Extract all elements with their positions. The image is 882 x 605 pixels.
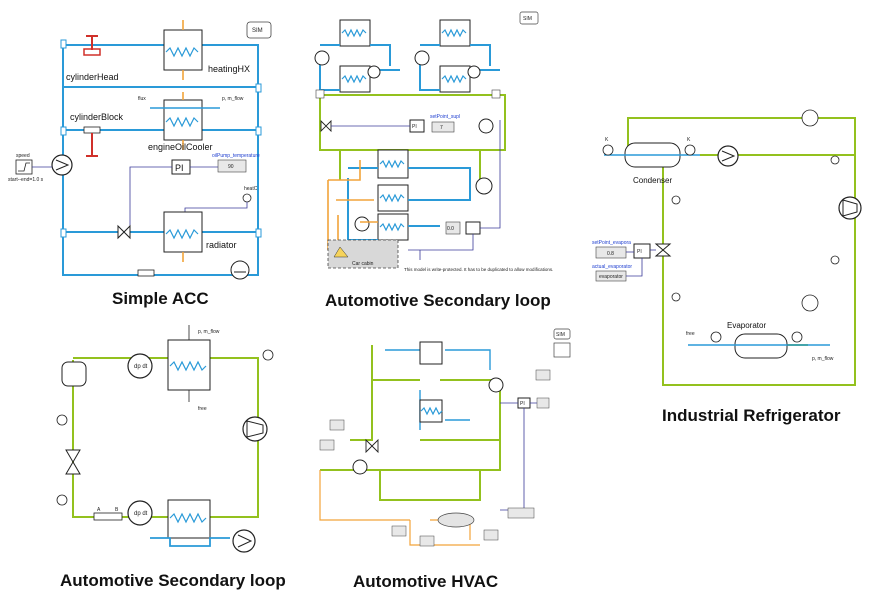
oil-temp-value: 90 [228, 164, 234, 170]
car-cabin-label: Car cabin [352, 261, 374, 267]
heat-exchanger-bottom[interactable] [167, 499, 211, 539]
setpoint-value-refrigerator: 0.8 [607, 251, 614, 257]
caption-industrial-refrigerator: Industrial Refrigerator [662, 406, 841, 425]
panel-secondary-loop-bottom: dp dt dp dt p, m_flow free A B Automotiv… [56, 325, 286, 590]
condenser-label: Condenser [633, 176, 672, 185]
k-label-1: K [605, 137, 609, 143]
pi-controller-secondary-2[interactable] [465, 221, 481, 235]
p-m-flow-bottom: p, m_flow [198, 329, 220, 335]
a-label: A [97, 507, 101, 513]
pi-label-hvac: PI [520, 401, 525, 407]
dp-dt-sensor-top[interactable] [127, 353, 153, 379]
actual-value-refrigerator: evaporator [599, 274, 623, 280]
k-label-2: K [687, 137, 691, 143]
cylinder-head-label: cylinderHead [66, 72, 119, 82]
dp-dt-sensor-bottom[interactable] [127, 500, 153, 526]
free-label-refrigerator: free [686, 331, 695, 337]
dp-dt-label-top: dp dt [134, 364, 148, 370]
p-m-flow-refrigerator: p, m_flow [812, 356, 834, 362]
start-end-label: start--end=1.0 s [8, 177, 44, 183]
value-0-label: 0.0 [447, 226, 454, 232]
caption-simple-acc: Simple ACC [112, 289, 209, 308]
car-cabin-hvac[interactable] [437, 512, 475, 528]
setpoint-secondary-label: setPoint_supl [430, 114, 460, 120]
value-7-label: 7 [440, 125, 443, 131]
caption-secondary-loop-top: Automotive Secondary loop [325, 291, 551, 310]
speed-label: speed [16, 153, 30, 159]
actual-refrigerator-label: actual_evaporator [592, 264, 632, 270]
free-label-bottom: free [198, 406, 207, 412]
pi-label-secondary: PI [412, 124, 417, 130]
evaporator-block[interactable] [734, 333, 788, 359]
panel-simple-acc: cylinderHead heatingHX SIM cylinderBlock… [8, 20, 272, 308]
caption-secondary-loop-bottom: Automotive Secondary loop [60, 571, 286, 590]
dp-dt-label-bottom: dp dt [134, 511, 148, 517]
panel-industrial-refrigerator: Condenser K K PI 0.8 setPoint_evapora ev… [592, 109, 862, 425]
sim-badge-secondary-top-text: SIM [523, 16, 532, 22]
compressor-bottom[interactable] [242, 416, 268, 442]
caption-automotive-hvac: Automotive HVAC [353, 572, 498, 591]
sim-badge-hvac[interactable] [553, 328, 571, 340]
pi-label-acc: PI [175, 163, 184, 173]
panel-automotive-hvac: SIM PI Automotive HVAC [319, 328, 571, 591]
radiator-label: radiator [206, 240, 237, 250]
panel-secondary-loop-top: SIM PI 7 setPoint_supl [314, 11, 553, 310]
protected-note: This model is write-protected. It has to… [404, 267, 553, 272]
oil-temp-label: oilPump_temperature [212, 153, 260, 159]
flux-label: flux [138, 96, 146, 102]
cylinder-block-label: cylinderBlock [70, 112, 124, 122]
evaporator-label: Evaporator [727, 321, 766, 330]
compressor-refrigerator[interactable] [838, 196, 862, 220]
b-label: B [115, 507, 119, 513]
p-m-flow-label: p, m_flow [222, 96, 244, 102]
sim-badge-acc-text: SIM [252, 28, 263, 34]
sim-badge-acc[interactable] [246, 21, 272, 39]
sim-badge-secondary-top[interactable] [519, 11, 539, 25]
pi-label-refrigerator: PI [637, 249, 642, 255]
engine-oil-cooler-label: engineOilCooler [148, 142, 213, 152]
setpoint-refrigerator-label: setPoint_evapora [592, 240, 631, 246]
heat-c-label: heatC [244, 186, 258, 192]
heating-hx-label: heatingHX [208, 64, 250, 74]
sim-badge-hvac-text: SIM [556, 332, 565, 338]
